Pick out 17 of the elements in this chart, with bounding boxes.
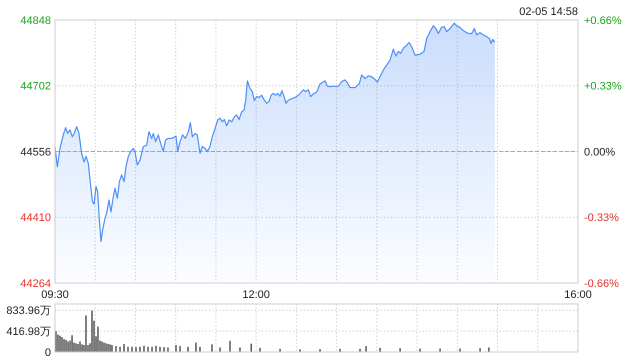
y-tick-label: 44410 (20, 212, 51, 224)
y-tick-label: 44264 (20, 278, 51, 290)
x-tick-label: 16:00 (564, 289, 592, 301)
y-tick-label: 44702 (20, 80, 51, 93)
y-tick-label: 833.96万 (6, 305, 51, 318)
y2-tick-label: +0.66% (584, 14, 622, 27)
y-tick-label: 44556 (20, 146, 51, 158)
x-tick-label: 09:30 (41, 289, 69, 301)
y-tick-label: 416.98万 (6, 326, 51, 338)
x-tick-label: 12:00 (242, 289, 270, 301)
y-tick-label: 44848 (20, 14, 51, 27)
text: 02-05 14:58 (519, 6, 578, 18)
y-tick-label: 0 (44, 346, 51, 359)
y2-tick-label: +0.33% (584, 80, 622, 93)
y2-tick-label: -0.66% (584, 278, 620, 290)
y2-tick-label: -0.33% (584, 212, 620, 224)
y2-tick-label: 0.00% (584, 146, 616, 158)
